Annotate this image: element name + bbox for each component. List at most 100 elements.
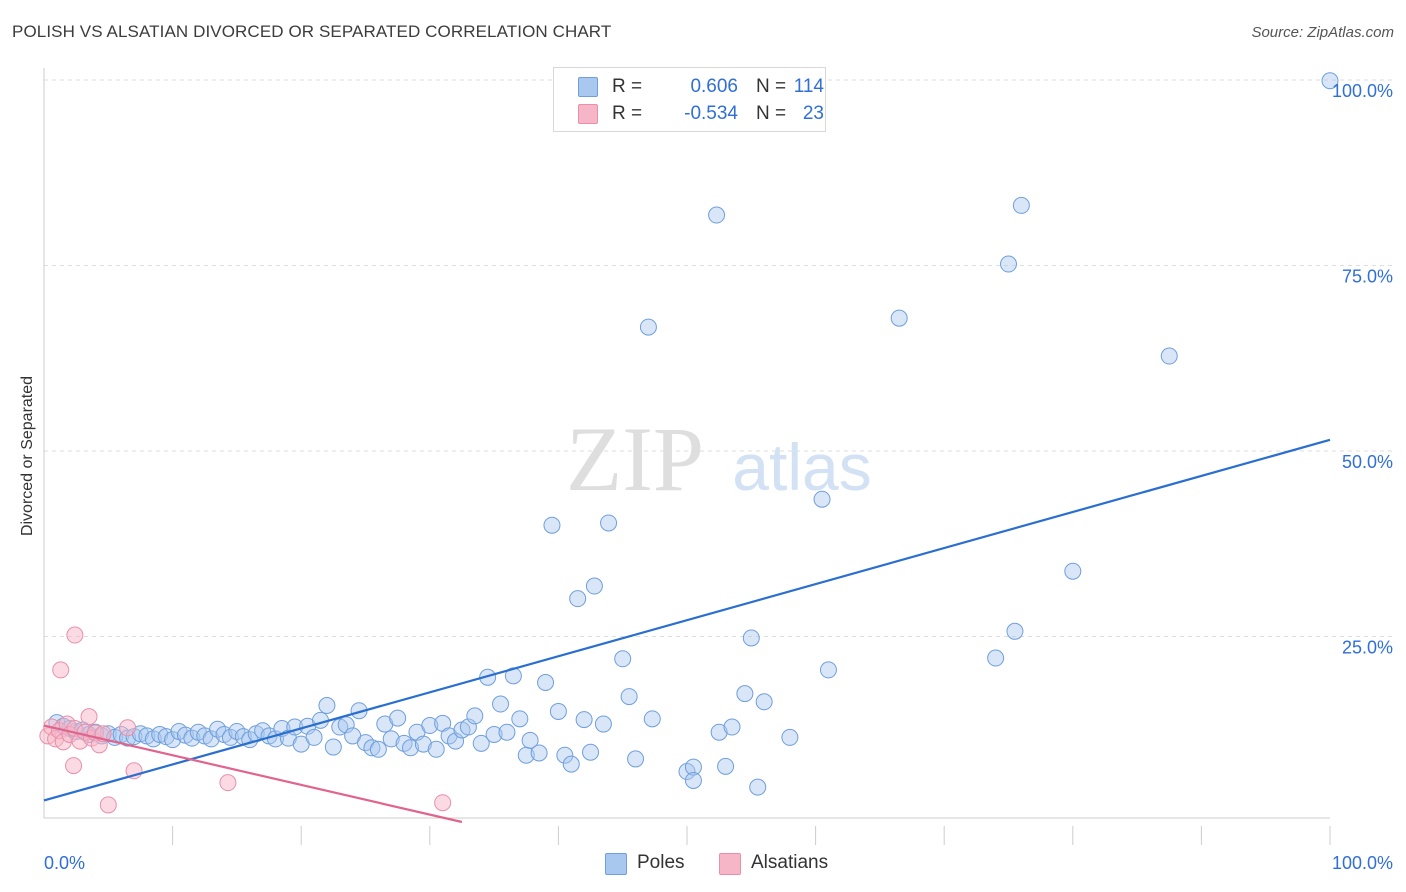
data-point-poles: [600, 514, 618, 532]
data-point-poles: [427, 740, 445, 758]
data-point-poles: [421, 717, 439, 735]
legend-r-label: R =: [612, 103, 643, 124]
data-point-poles: [318, 697, 336, 715]
data-point-poles: [639, 318, 657, 336]
data-point-poles: [742, 629, 760, 647]
watermark-zip: ZIP: [566, 408, 704, 510]
y-tick-label: 25.0%: [1342, 638, 1393, 658]
grid-lines: [44, 79, 1392, 637]
data-point-alsatians: [99, 796, 117, 814]
data-point-alsatians: [434, 794, 452, 812]
legend-label-alsatians: Alsatians: [751, 852, 829, 873]
data-point-poles: [543, 516, 561, 534]
correlation-legend: R = 0.606 N = 114 R = -0.534 N = 23: [553, 67, 826, 132]
alsatians-swatch: [578, 104, 598, 124]
chart-title: POLISH VS ALSATIAN DIVORCED OR SEPARATED…: [12, 22, 612, 41]
data-point-poles: [627, 750, 645, 768]
data-point-poles: [498, 723, 516, 741]
data-point-poles: [151, 725, 169, 743]
axes: [43, 68, 1330, 819]
data-point-poles: [987, 649, 1005, 667]
source-label: Source: ZipAtlas.com: [1251, 24, 1394, 41]
trend-line-poles: [43, 438, 1331, 802]
data-point-poles: [466, 707, 484, 725]
legend-n-value: 114: [793, 76, 824, 97]
data-point-poles: [755, 693, 773, 711]
data-point-poles: [582, 743, 600, 761]
x-tick-label: 100.0%: [1332, 853, 1393, 873]
poles-points: [48, 72, 1339, 796]
poles-swatch: [605, 853, 627, 875]
alsatians-swatch: [719, 853, 741, 875]
data-point-poles: [202, 730, 220, 748]
data-point-poles: [620, 688, 638, 706]
data-point-poles: [305, 728, 323, 746]
y-tick-label: 100.0%: [1332, 81, 1393, 101]
data-point-poles: [819, 661, 837, 679]
data-point-poles: [562, 755, 580, 773]
data-point-poles: [575, 711, 593, 729]
data-point-poles: [569, 590, 587, 608]
data-point-alsatians: [80, 708, 98, 726]
data-point-alsatians: [119, 719, 137, 737]
data-point-poles: [585, 577, 603, 595]
data-point-poles: [684, 758, 702, 776]
data-point-alsatians: [66, 626, 84, 644]
data-point-poles: [331, 718, 349, 736]
data-point-poles: [781, 728, 799, 746]
data-point-poles: [643, 710, 661, 728]
data-point-poles: [389, 709, 407, 727]
data-point-poles: [594, 715, 612, 733]
y-tick-label: 50.0%: [1342, 452, 1393, 472]
x-ticks: [172, 826, 1331, 845]
data-point-poles: [1160, 347, 1178, 365]
data-point-poles: [369, 740, 387, 758]
data-point-poles: [736, 685, 754, 703]
legend-r-value: 0.606: [690, 76, 738, 97]
data-point-poles: [530, 744, 548, 762]
data-point-poles: [549, 702, 567, 720]
data-point-poles: [1321, 72, 1339, 90]
legend-n-value: 23: [802, 103, 824, 124]
watermark-atlas: atlas: [732, 430, 871, 504]
data-point-poles: [1064, 562, 1082, 580]
x-tick-labels: 0.0% 100.0%: [44, 853, 1393, 873]
data-point-poles: [614, 650, 632, 668]
poles-swatch: [578, 77, 598, 97]
data-point-poles: [749, 778, 767, 796]
data-point-poles: [472, 734, 490, 752]
data-point-poles: [537, 674, 555, 692]
data-point-poles: [492, 695, 510, 713]
legend-label-poles: Poles: [637, 852, 685, 873]
legend-n-label: N =: [756, 76, 787, 97]
data-point-poles: [813, 490, 831, 508]
data-point-alsatians: [65, 757, 83, 775]
data-point-poles: [708, 206, 726, 224]
data-point-poles: [890, 309, 908, 327]
data-point-poles: [1012, 196, 1030, 214]
legend-r-value: -0.534: [684, 103, 738, 124]
y-tick-label: 75.0%: [1342, 267, 1393, 287]
trend-line-alsatians: [43, 724, 463, 824]
data-point-poles: [723, 718, 741, 736]
data-point-poles: [684, 771, 702, 789]
data-point-poles: [1006, 622, 1024, 640]
data-point-alsatians: [219, 774, 237, 792]
data-point-poles: [414, 735, 432, 753]
data-point-poles: [710, 723, 728, 741]
data-point-poles: [324, 738, 342, 756]
data-point-poles: [485, 725, 503, 743]
x-tick-label: 0.0%: [44, 853, 85, 873]
data-point-poles: [183, 729, 201, 747]
data-point-poles: [717, 757, 735, 775]
data-point-poles: [1000, 255, 1017, 273]
legend-n-label: N =: [756, 103, 787, 124]
data-point-poles: [382, 730, 400, 748]
y-tick-labels: 25.0% 50.0% 75.0% 100.0%: [1332, 81, 1393, 658]
data-point-poles: [556, 746, 574, 764]
data-point-poles: [521, 731, 539, 749]
data-point-alsatians: [52, 661, 70, 679]
watermark: ZIP atlas: [566, 408, 872, 510]
data-point-poles: [363, 739, 381, 757]
